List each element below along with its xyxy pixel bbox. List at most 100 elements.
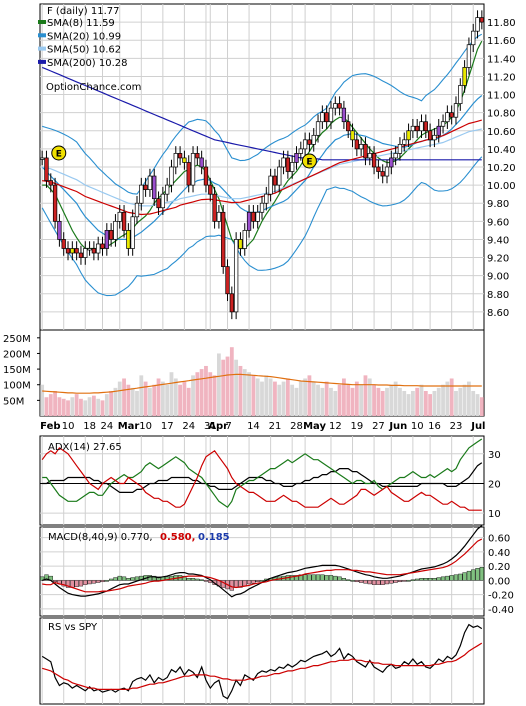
volume-bar — [423, 390, 428, 416]
candle-body — [466, 44, 472, 68]
volume-bar — [70, 397, 75, 416]
macd-tick-label: 0.20 — [488, 562, 510, 573]
macd-histogram-bar — [432, 578, 437, 581]
candle-body — [410, 125, 416, 132]
volume-bar — [113, 387, 118, 416]
volume-bar — [454, 390, 458, 416]
adx-title: ADX(14) 27.65 — [48, 442, 122, 453]
volume-bar — [53, 390, 57, 416]
macd-histogram-bar — [234, 580, 239, 588]
macd-histogram-bar — [147, 575, 153, 581]
x-axis-label: 24 — [101, 421, 114, 432]
candle-body — [402, 139, 407, 145]
candle-body — [221, 211, 226, 267]
candle-body — [423, 121, 428, 132]
candle-body — [152, 175, 157, 200]
series-line-adx — [42, 462, 483, 493]
volume-bar — [298, 381, 303, 416]
candle-body — [100, 243, 105, 249]
series-line-rs-avg — [42, 642, 483, 690]
volume-bar — [79, 398, 83, 416]
x-axis-label: 7 — [226, 421, 232, 432]
volume-bar — [178, 384, 182, 416]
volume-bar — [389, 384, 394, 416]
macd-histogram-bar — [471, 569, 476, 581]
candle-body — [186, 162, 191, 186]
macd-histogram-bar — [165, 576, 170, 581]
macd-histogram-bar — [371, 580, 377, 585]
macd-histogram-bar — [376, 580, 381, 585]
price-tick-label: 9.80 — [487, 199, 509, 210]
macd-histogram-bar — [363, 580, 368, 584]
candle-body — [440, 121, 446, 127]
volume-bar — [57, 397, 62, 416]
macd-histogram-bar — [83, 580, 88, 585]
macd-histogram-bar — [109, 578, 114, 581]
macd-histogram-bar — [156, 576, 161, 581]
legend-swatch — [38, 59, 46, 64]
macd-signal-value: 0.580, — [160, 532, 195, 543]
series-line-sma-200- — [41, 66, 482, 161]
macd-histogram-bar — [182, 575, 187, 581]
series-line-signal — [42, 538, 483, 593]
volume-bar — [337, 384, 342, 416]
candle-body — [272, 175, 278, 186]
price-tick-label: 11.00 — [487, 91, 516, 102]
volume-bar — [441, 384, 445, 416]
macd-histogram-bar — [307, 574, 312, 581]
macd-histogram-bar — [242, 580, 247, 587]
candle-body — [285, 157, 291, 172]
candle-body — [445, 112, 450, 123]
macd-histogram-bar — [453, 574, 459, 581]
volume-tick-label: 200M — [3, 349, 31, 360]
volume-bar — [419, 384, 424, 416]
macd-tick-label: 0.00 — [488, 576, 510, 587]
volume-bar — [199, 369, 204, 416]
price-tick-label: 10.20 — [487, 163, 516, 174]
candle-body — [367, 153, 372, 159]
volume-bar — [83, 400, 88, 416]
volume-bar — [91, 395, 96, 416]
earnings-marker — [301, 153, 317, 169]
candle-body — [65, 248, 71, 254]
volume-bar — [367, 378, 372, 416]
volume-bar — [273, 381, 277, 416]
candle-body — [294, 153, 299, 163]
volume-bar — [234, 359, 239, 416]
candle-body — [87, 248, 92, 251]
candle-body — [165, 184, 170, 195]
volume-bar — [479, 397, 484, 416]
earnings-marker-label: E — [306, 158, 312, 168]
candle-body — [126, 230, 131, 249]
volume-bar — [160, 381, 165, 416]
volume-bar — [290, 384, 295, 416]
candle-body — [44, 157, 49, 181]
series-line-volume-average — [42, 373, 482, 394]
volume-bar — [221, 359, 226, 416]
macd-histogram-bar — [315, 574, 321, 581]
price-tick-label: 9.20 — [487, 254, 509, 265]
candle-body — [251, 211, 256, 222]
macd-histogram-bar — [130, 577, 135, 581]
volume-bar — [40, 384, 45, 416]
macd-histogram-bar — [428, 578, 433, 581]
x-axis-label: Jul — [470, 421, 485, 432]
macd-histogram-bar — [113, 577, 118, 581]
volume-bar — [242, 369, 247, 416]
volume-bar — [359, 384, 364, 416]
candle-body — [70, 248, 75, 254]
candle-body — [350, 130, 355, 141]
volume-bar — [350, 387, 355, 416]
volume-bar — [264, 375, 269, 416]
candle-body — [268, 175, 273, 195]
macd-histogram-bar — [91, 580, 96, 584]
x-axis-label: 27 — [372, 421, 385, 432]
candle-body — [203, 166, 209, 186]
candle-body — [117, 211, 122, 222]
macd-histogram-bar — [419, 578, 424, 581]
macd-histogram-bar — [354, 580, 359, 583]
candle-body — [216, 211, 222, 222]
x-axis-label: 23 — [450, 421, 463, 432]
macd-histogram-bar — [255, 580, 260, 583]
candle-body — [363, 144, 368, 159]
